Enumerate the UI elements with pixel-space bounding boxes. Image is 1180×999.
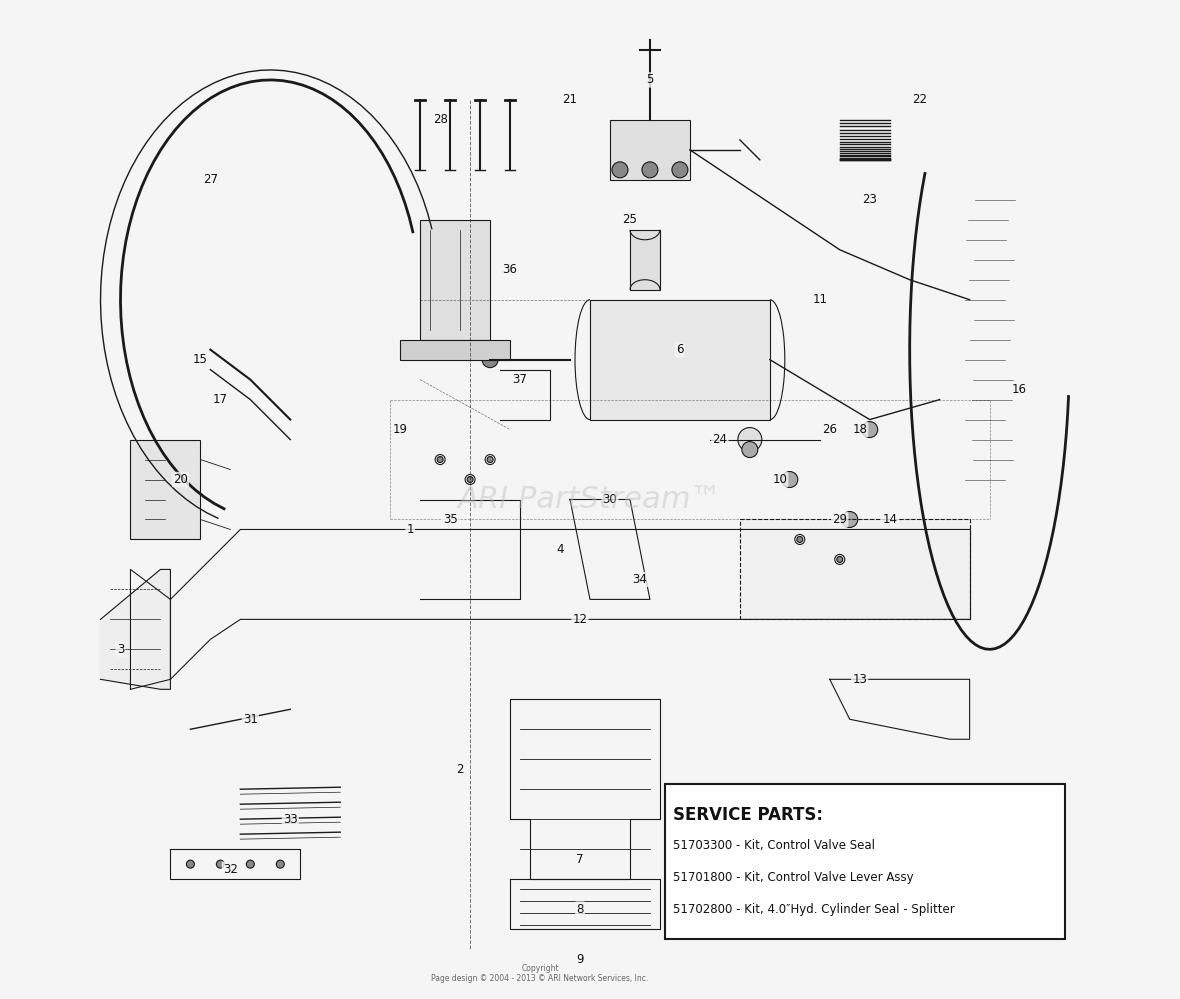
Text: 6: 6 [676, 343, 683, 357]
Text: 19: 19 [393, 423, 408, 437]
Text: 11: 11 [812, 293, 827, 307]
Text: 9: 9 [576, 952, 584, 966]
Text: 36: 36 [503, 263, 518, 277]
Circle shape [612, 162, 628, 178]
Circle shape [483, 352, 498, 368]
Text: 26: 26 [822, 423, 838, 437]
Circle shape [841, 511, 858, 527]
Circle shape [671, 162, 688, 178]
Text: 5: 5 [647, 73, 654, 87]
Text: 18: 18 [852, 423, 867, 437]
Text: 21: 21 [563, 93, 577, 107]
Text: 22: 22 [912, 93, 927, 107]
Text: 29: 29 [832, 512, 847, 526]
Text: 2: 2 [457, 762, 464, 776]
Text: 34: 34 [632, 572, 648, 586]
Text: 7: 7 [576, 852, 584, 866]
Text: 3: 3 [117, 642, 124, 656]
Circle shape [738, 428, 762, 452]
Text: 14: 14 [883, 512, 897, 526]
Text: 25: 25 [623, 213, 637, 227]
Text: SERVICE PARTS:: SERVICE PARTS: [673, 806, 822, 824]
Text: 27: 27 [203, 173, 218, 187]
Text: 30: 30 [603, 493, 617, 506]
Text: 23: 23 [863, 193, 877, 207]
Bar [131, 440, 201, 539]
Circle shape [276, 860, 284, 868]
Text: 51702800 - Kit, 4.0″Hyd. Cylinder Seal - Splitter: 51702800 - Kit, 4.0″Hyd. Cylinder Seal -… [673, 903, 955, 916]
Text: 8: 8 [576, 902, 584, 916]
Circle shape [837, 556, 843, 562]
Circle shape [437, 457, 444, 463]
Circle shape [796, 536, 802, 542]
Circle shape [861, 422, 878, 438]
Bar [400, 340, 510, 360]
Circle shape [216, 860, 224, 868]
Text: ARI PartStream™: ARI PartStream™ [458, 485, 722, 514]
Circle shape [642, 162, 658, 178]
Bar [630, 230, 660, 290]
Text: 20: 20 [173, 473, 188, 487]
Polygon shape [100, 569, 170, 689]
Text: 31: 31 [243, 712, 257, 726]
Text: 13: 13 [852, 672, 867, 686]
Circle shape [467, 477, 473, 483]
Text: 10: 10 [773, 473, 787, 487]
Text: 12: 12 [572, 612, 588, 626]
Text: 1: 1 [406, 522, 414, 536]
Text: 17: 17 [212, 393, 228, 407]
Text: 15: 15 [194, 353, 208, 367]
Text: 51703300 - Kit, Control Valve Seal: 51703300 - Kit, Control Valve Seal [673, 839, 874, 852]
Bar [664, 784, 1064, 939]
Circle shape [782, 472, 798, 488]
Circle shape [186, 860, 195, 868]
Text: Copyright
Page design © 2004 - 2013 © ARI Network Services, Inc.: Copyright Page design © 2004 - 2013 © AR… [432, 964, 649, 983]
Polygon shape [740, 519, 970, 619]
Circle shape [742, 442, 758, 458]
Text: 37: 37 [512, 373, 527, 387]
Circle shape [247, 860, 255, 868]
Text: 4: 4 [556, 542, 564, 556]
Text: 28: 28 [433, 113, 447, 127]
Circle shape [487, 457, 493, 463]
Bar [420, 220, 490, 340]
Text: 51701800 - Kit, Control Valve Lever Assy: 51701800 - Kit, Control Valve Lever Assy [673, 871, 913, 884]
Text: 32: 32 [223, 862, 238, 876]
Bar [590, 300, 769, 420]
Text: 33: 33 [283, 812, 297, 826]
Text: 16: 16 [1012, 383, 1027, 397]
Text: 24: 24 [713, 433, 727, 447]
Text: 35: 35 [442, 512, 458, 526]
Bar [610, 120, 690, 180]
